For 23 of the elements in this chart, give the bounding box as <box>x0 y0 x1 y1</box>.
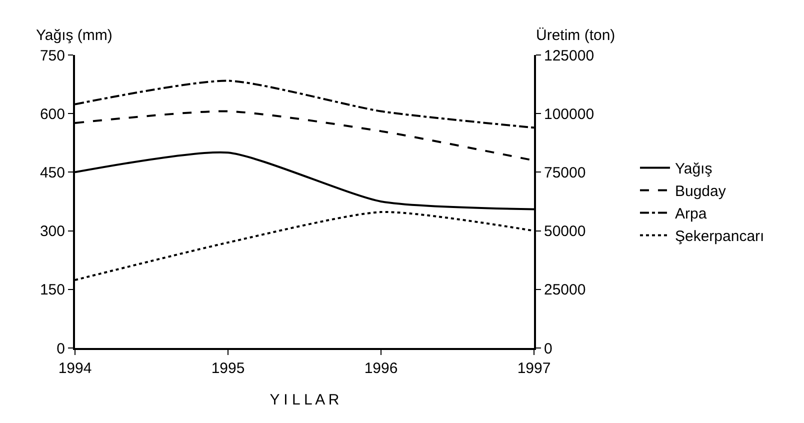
y2-tick-label: 100000 <box>544 106 594 123</box>
y-tick-label: 450 <box>40 164 65 182</box>
y2-tick-label: 50000 <box>544 223 586 240</box>
x-tick-label: 1995 <box>211 360 245 377</box>
y2-tick-label: 0 <box>544 340 552 358</box>
y-tick-label: 300 <box>40 223 65 240</box>
x-tick-label: 1996 <box>364 360 398 377</box>
y2-tick-label: 25000 <box>544 282 586 299</box>
y-tick-label: 750 <box>40 47 65 64</box>
legend-label: Bugday <box>674 183 726 200</box>
legend-label: Şekerpancarı <box>674 228 764 246</box>
legend-label: Arpa <box>674 206 708 223</box>
x-tick-label: 1997 <box>517 360 551 377</box>
x-axis-title: Y I L L A R <box>270 392 340 408</box>
x-tick-label: 1994 <box>58 360 92 377</box>
y-tick-label: 0 <box>56 340 65 358</box>
y-tick-label: 150 <box>40 282 65 299</box>
y-tick-label: 600 <box>40 106 65 123</box>
y2-axis-title: Üretim (ton) <box>536 27 616 44</box>
y2-tick-label: 125000 <box>544 47 594 64</box>
y-axis-title: Yağış (mm) <box>36 27 112 44</box>
legend-label: Yağış <box>674 160 712 178</box>
y2-tick-label: 75000 <box>544 164 586 182</box>
